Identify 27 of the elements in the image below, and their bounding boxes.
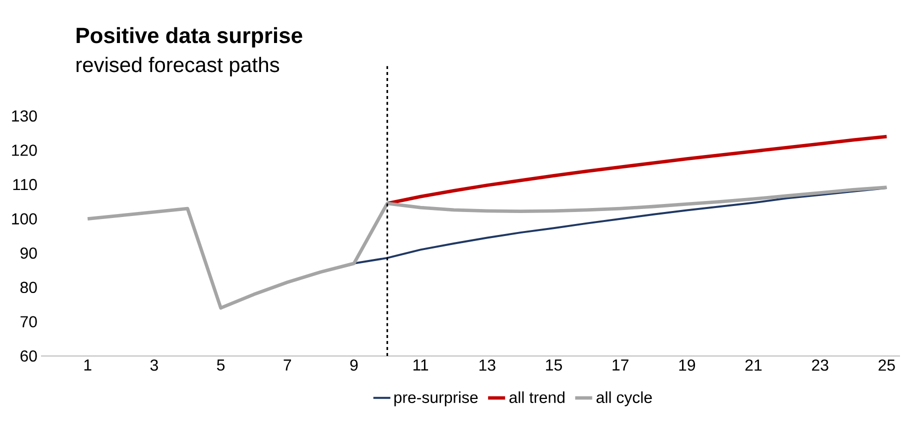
x-tick-label: 21	[745, 360, 762, 371]
x-tick-label: 19	[679, 360, 696, 371]
chart-title: Positive data surprise	[76, 27, 302, 48]
x-tick-label: 7	[284, 360, 292, 370]
y-tick-label: 120	[12, 144, 37, 156]
y-tick-label: 70	[20, 316, 37, 328]
x-tick-label: 23	[812, 360, 828, 371]
x-tick-label: 17	[612, 360, 628, 370]
legend-label: all cycle	[596, 391, 652, 406]
x-tick-label: 13	[480, 360, 496, 371]
chart-subtitle: revised forecast paths	[76, 56, 280, 76]
y-tick-label: 130	[12, 110, 37, 122]
x-tick-label: 1	[84, 360, 92, 370]
x-tick-label: 9	[350, 360, 358, 371]
x-tick-label: 11	[414, 360, 428, 370]
x-tick-label: 25	[878, 360, 895, 371]
y-tick-label: 90	[20, 247, 37, 259]
y-tick-label: 80	[20, 282, 37, 294]
x-tick-label: 3	[150, 360, 158, 371]
y-tick-label: 60	[20, 350, 37, 362]
x-tick-label: 5	[217, 360, 225, 371]
x-tick-label: 15	[546, 360, 562, 371]
legend-label: pre-surprise	[394, 391, 478, 406]
y-tick-label: 100	[12, 213, 37, 224]
legend-label: all trend	[509, 391, 564, 404]
line-series	[386, 134, 888, 206]
y-tick-label: 110	[13, 178, 37, 190]
